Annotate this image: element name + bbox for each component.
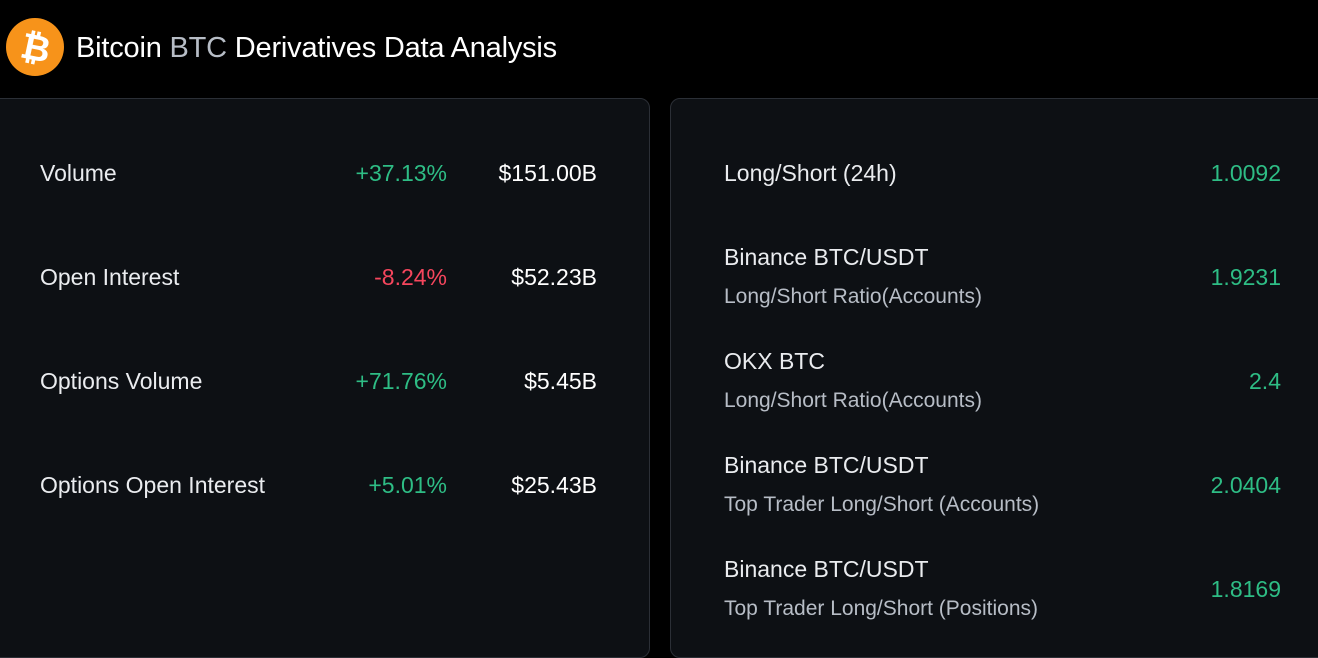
- stat-row-options-open-interest: Options Open Interest +5.01% $25.43B: [0, 465, 651, 505]
- title-coin-name: Bitcoin: [76, 32, 162, 64]
- stat-change: +37.13%: [355, 160, 447, 186]
- stat-label: Volume: [40, 160, 117, 186]
- stat-row-options-volume: Options Volume +71.76% $5.45B: [0, 361, 651, 401]
- stat-value: $52.23B: [511, 264, 597, 290]
- market-stats-panel: Volume +37.13% $151.00B Open Interest -8…: [0, 98, 650, 658]
- stat-row-open-interest: Open Interest -8.24% $52.23B: [0, 257, 651, 297]
- stat-value: $25.43B: [511, 472, 597, 498]
- page-title: Bitcoin BTC Derivatives Data Analysis: [76, 30, 557, 66]
- stat-value: $5.45B: [524, 368, 597, 394]
- ratio-value: 1.0092: [1210, 160, 1281, 186]
- title-suffix: Derivatives Data Analysis: [234, 32, 557, 64]
- ratio-value: 1.9231: [1210, 264, 1281, 290]
- ratio-value: 2.0404: [1210, 472, 1281, 498]
- page-header: ₿ Bitcoin BTC Derivatives Data Analysis: [0, 0, 1318, 98]
- ratio-value: 1.8169: [1210, 576, 1281, 602]
- stat-change: +71.76%: [355, 368, 447, 394]
- long-short-ratio-panel: Long/Short (24h) 1.0092 Binance BTC/USDT…: [670, 98, 1318, 658]
- stat-change: -8.24%: [374, 264, 447, 290]
- stat-label: Open Interest: [40, 264, 180, 290]
- stat-value: $151.00B: [498, 160, 597, 186]
- stat-label: Options Volume: [40, 368, 203, 394]
- ratio-name: Binance BTC/USDT: [724, 452, 929, 478]
- ratio-subtitle: Long/Short Ratio(Accounts): [724, 389, 982, 412]
- bitcoin-icon: ₿: [6, 18, 64, 76]
- ratio-name: Binance BTC/USDT: [724, 556, 929, 582]
- stat-change: +5.01%: [368, 472, 447, 498]
- ratio-subtitle: Long/Short Ratio(Accounts): [724, 285, 982, 308]
- ratio-name: OKX BTC: [724, 348, 825, 374]
- stat-row-volume: Volume +37.13% $151.00B: [0, 153, 651, 193]
- ratio-name: Long/Short (24h): [724, 160, 897, 186]
- ratio-value: 2.4: [1249, 368, 1281, 394]
- ratio-subtitle: Top Trader Long/Short (Positions): [724, 597, 1038, 620]
- stat-label: Options Open Interest: [40, 472, 266, 498]
- title-coin-symbol: BTC: [169, 32, 228, 64]
- ratio-name: Binance BTC/USDT: [724, 244, 929, 270]
- svg-text:₿: ₿: [17, 26, 54, 72]
- ratio-subtitle: Top Trader Long/Short (Accounts): [724, 493, 1040, 516]
